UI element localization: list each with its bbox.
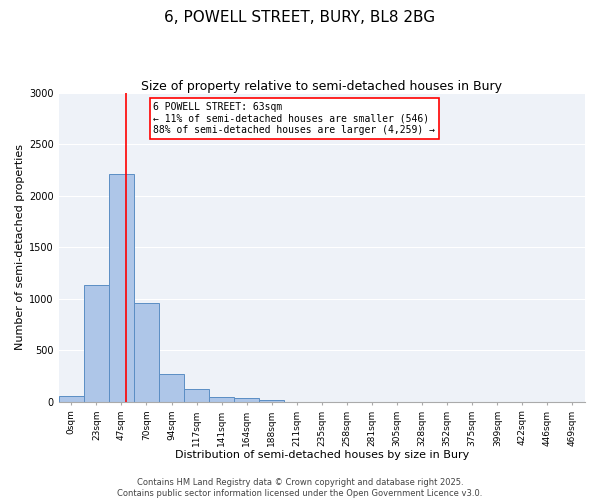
X-axis label: Distribution of semi-detached houses by size in Bury: Distribution of semi-detached houses by … [175, 450, 469, 460]
Text: 6 POWELL STREET: 63sqm
← 11% of semi-detached houses are smaller (546)
88% of se: 6 POWELL STREET: 63sqm ← 11% of semi-det… [154, 102, 436, 136]
Bar [259, 400, 284, 402]
Bar [234, 398, 259, 402]
Text: Contains HM Land Registry data © Crown copyright and database right 2025.
Contai: Contains HM Land Registry data © Crown c… [118, 478, 482, 498]
Title: Size of property relative to semi-detached houses in Bury: Size of property relative to semi-detach… [142, 80, 502, 93]
Bar [134, 303, 159, 402]
Bar [209, 396, 234, 402]
Bar [159, 374, 184, 402]
Y-axis label: Number of semi-detached properties: Number of semi-detached properties [15, 144, 25, 350]
Bar [84, 286, 109, 402]
Bar [59, 396, 84, 402]
Text: 6, POWELL STREET, BURY, BL8 2BG: 6, POWELL STREET, BURY, BL8 2BG [164, 10, 436, 25]
Bar [184, 390, 209, 402]
Bar [109, 174, 134, 402]
